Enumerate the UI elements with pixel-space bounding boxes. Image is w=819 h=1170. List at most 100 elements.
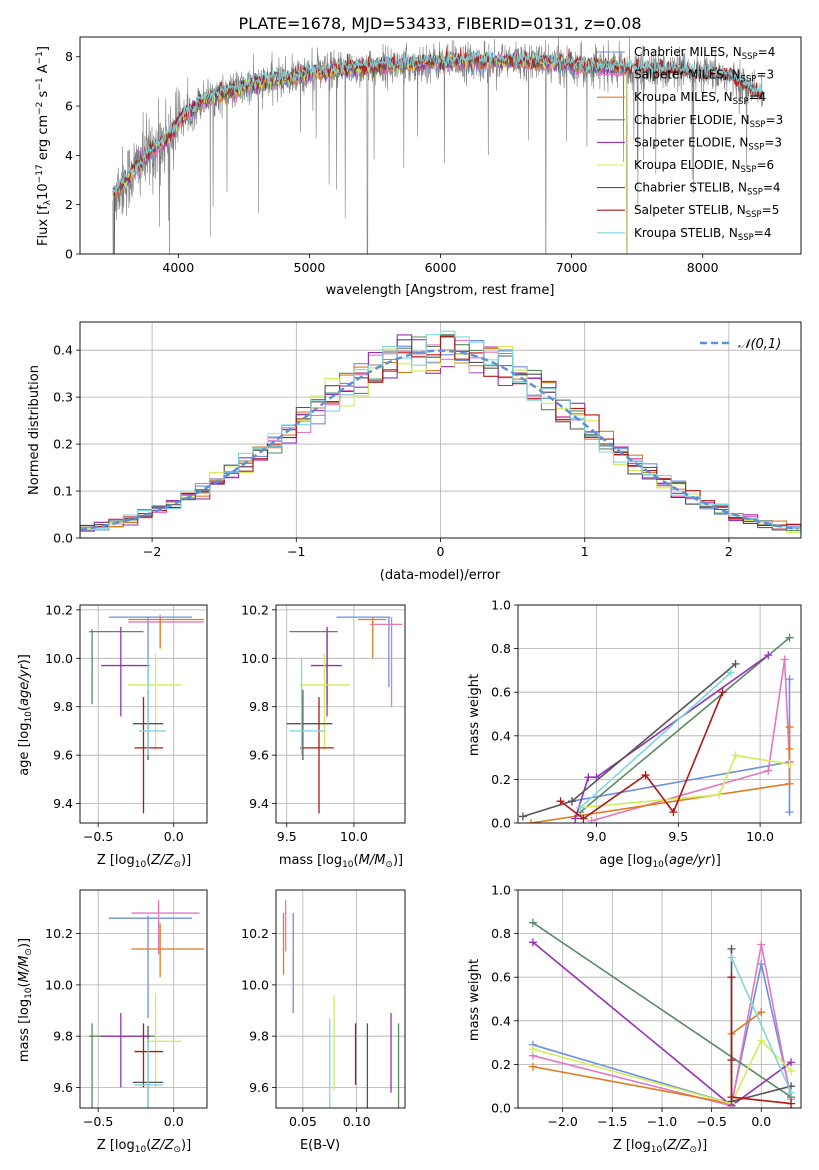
legend-eq: =3 <box>764 135 782 149</box>
weight-marker <box>727 973 736 982</box>
weight-series-line <box>532 944 792 1107</box>
age_weight-plot <box>518 633 794 823</box>
legend-entry: Salpeter MILES, NSSP=3 <box>634 68 774 85</box>
residuals-xtick-label: 0 <box>437 544 445 559</box>
ebv_mass-plot <box>282 900 400 1108</box>
z_mass-ytick-label: 10.2 <box>45 926 73 941</box>
z_weight-ytick-label: 0.4 <box>491 1013 511 1028</box>
mass_age-border <box>275 604 406 824</box>
weight-marker <box>731 659 740 668</box>
z_age-frame: −0.5 0.0 9.4 9.6 9.8 10.0 10.2 <box>45 602 208 844</box>
z-weight-ylabel: mass weight <box>467 959 482 1041</box>
age_weight-xtick-label: 10.0 <box>746 829 774 844</box>
spectrum-xtick-label: 8000 <box>687 260 719 275</box>
z_weight-frame: −2.0 −1.5 −1.0 −0.5 0.0 0.0 0.2 0.4 0.6 0.8 1.0 <box>491 883 802 1129</box>
spectrum-axes: 4000 5000 6000 7000 8000 0 2 4 6 8 Chabrier MILES,… <box>65 36 802 275</box>
weight-marker <box>785 744 794 753</box>
weight-series-line <box>579 672 732 809</box>
weight-marker <box>787 1088 796 1097</box>
z-age-ylabel: age [log10(age/yr)] <box>17 654 34 776</box>
legend-eq: =5 <box>762 203 780 217</box>
ebv_mass-ytick-label: 10.2 <box>241 926 269 941</box>
age_weight-xtick-label: 9.5 <box>668 829 688 844</box>
legend-entry: Salpeter STELIB, NSSP=5 <box>634 203 779 220</box>
weight-marker <box>718 688 727 697</box>
ebv_mass-xtick-label: 0.10 <box>343 1114 371 1129</box>
z_weight-ytick-label: 0.0 <box>491 1101 511 1116</box>
residuals-xlabel: (data-model)/error <box>380 568 501 583</box>
weight-marker <box>579 814 588 823</box>
spectrum-legend: Chabrier MILES, NSSP=4 Salpeter MILES, NS… <box>597 45 783 243</box>
spectrum-xtick-label: 6000 <box>425 260 457 275</box>
legend-eq: =4 <box>749 90 767 104</box>
z_weight-border <box>517 889 802 1109</box>
weight-marker <box>587 816 596 823</box>
residuals-plot <box>80 330 801 536</box>
z_mass-plot <box>89 900 204 1108</box>
legend-eq: =4 <box>754 226 772 240</box>
ebv_mass-frame: 0.05 0.10 9.6 9.8 10.0 10.2 <box>241 889 406 1129</box>
weight-series-line <box>580 754 790 809</box>
z_age-xtick-label: −0.5 <box>83 829 113 844</box>
residuals-frame: −2 −1 0 1 2 0.0 0.1 0.2 0.3 0.4 𝒩(0,1) <box>53 321 802 559</box>
residuals-ytick-label: 0.1 <box>53 484 73 499</box>
legend-sub: SSP <box>750 120 766 130</box>
legend-entry: Kroupa STELIB, NSSP=4 <box>634 226 772 243</box>
z_age-axes: −0.5 0.0 9.4 9.6 9.8 10.0 10.2 <box>45 602 208 844</box>
residuals-ytick-label: 0.4 <box>53 343 73 358</box>
age-weight-ylabel: mass weight <box>467 674 482 756</box>
weight-marker <box>715 790 724 799</box>
weight-marker <box>669 808 678 817</box>
weight-marker <box>528 938 537 947</box>
z_weight-axes: −2.0 −1.5 −1.0 −0.5 0.0 0.0 0.2 0.4 0.6 0.8 1.0 <box>491 883 802 1129</box>
weight-marker <box>528 1062 537 1071</box>
residuals-xtick-label: −2 <box>143 544 161 559</box>
z_age-xtick-label: 0.0 <box>164 829 184 844</box>
z-age-xlabel: Z [log10(Z/Z⊙)] <box>97 853 191 870</box>
mass_age-axes: 9.5 10.0 9.4 9.6 9.8 10.0 10.2 <box>241 602 406 844</box>
z_mass-frame: −0.5 0.0 9.6 9.8 10.0 10.2 <box>45 889 208 1129</box>
ebv_mass-ytick-label: 9.8 <box>249 1029 269 1044</box>
weight-marker <box>731 751 740 760</box>
legend-sub: SSP <box>748 142 764 152</box>
ebv_mass-ytick-label: 10.0 <box>241 977 269 992</box>
ebv_mass-xtick-label: 0.05 <box>289 1114 317 1129</box>
weight-series-line <box>730 977 792 1105</box>
age_weight-ytick-label: 0.4 <box>491 728 511 743</box>
residuals-ytick-label: 0.0 <box>53 531 73 546</box>
mass_age-plot <box>286 616 403 814</box>
residuals-xtick-label: 2 <box>725 544 733 559</box>
age_weight-ytick-label: 0.0 <box>491 816 511 831</box>
residuals-ytick-label: 0.3 <box>53 390 73 405</box>
age_weight-ytick-label: 0.2 <box>491 772 511 787</box>
z_mass-xtick-label: 0.0 <box>164 1114 184 1129</box>
mass_age-ytick-label: 9.8 <box>249 699 269 714</box>
age_weight-xtick-label: 9.0 <box>587 829 607 844</box>
legend-sub: SSP <box>746 210 762 220</box>
z_age-ytick-label: 9.4 <box>53 796 73 811</box>
weight-marker <box>787 1066 796 1075</box>
legend-eq: =4 <box>763 181 781 195</box>
spectrum-ytick-label: 6 <box>65 99 73 114</box>
weight-marker <box>571 814 580 823</box>
z-mass-ylabel: mass [log10(M/M⊙)] <box>17 938 34 1062</box>
residuals-ytick-label: 0.2 <box>53 437 73 452</box>
legend-entry: Salpeter ELODIE, NSSP=3 <box>634 135 782 152</box>
age_weight-frame: 9.0 9.5 10.0 0.0 0.2 0.4 0.6 0.8 1.0 <box>491 598 802 844</box>
z_weight-ytick-label: 1.0 <box>491 883 511 898</box>
weight-marker <box>785 675 794 684</box>
weight-marker <box>787 1099 796 1108</box>
age-weight-xlabel: age [log10(age/yr)] <box>599 853 721 870</box>
z-weight-xlabel: Z [log10(Z/Z⊙)] <box>613 1138 707 1155</box>
z_weight-ytick-label: 0.8 <box>491 926 511 941</box>
legend-eq: =3 <box>756 68 774 82</box>
legend-sub: SSP <box>742 52 758 62</box>
legend-sub: SSP <box>738 233 754 243</box>
age_weight-border <box>517 604 802 824</box>
weight-marker <box>780 655 789 664</box>
z_weight-xtick-label: −2.0 <box>548 1114 578 1129</box>
z_age-ytick-label: 9.6 <box>53 748 73 763</box>
weight-marker <box>785 808 794 817</box>
weight-marker <box>518 812 527 821</box>
mass_age-xtick-label: 10.0 <box>340 829 368 844</box>
